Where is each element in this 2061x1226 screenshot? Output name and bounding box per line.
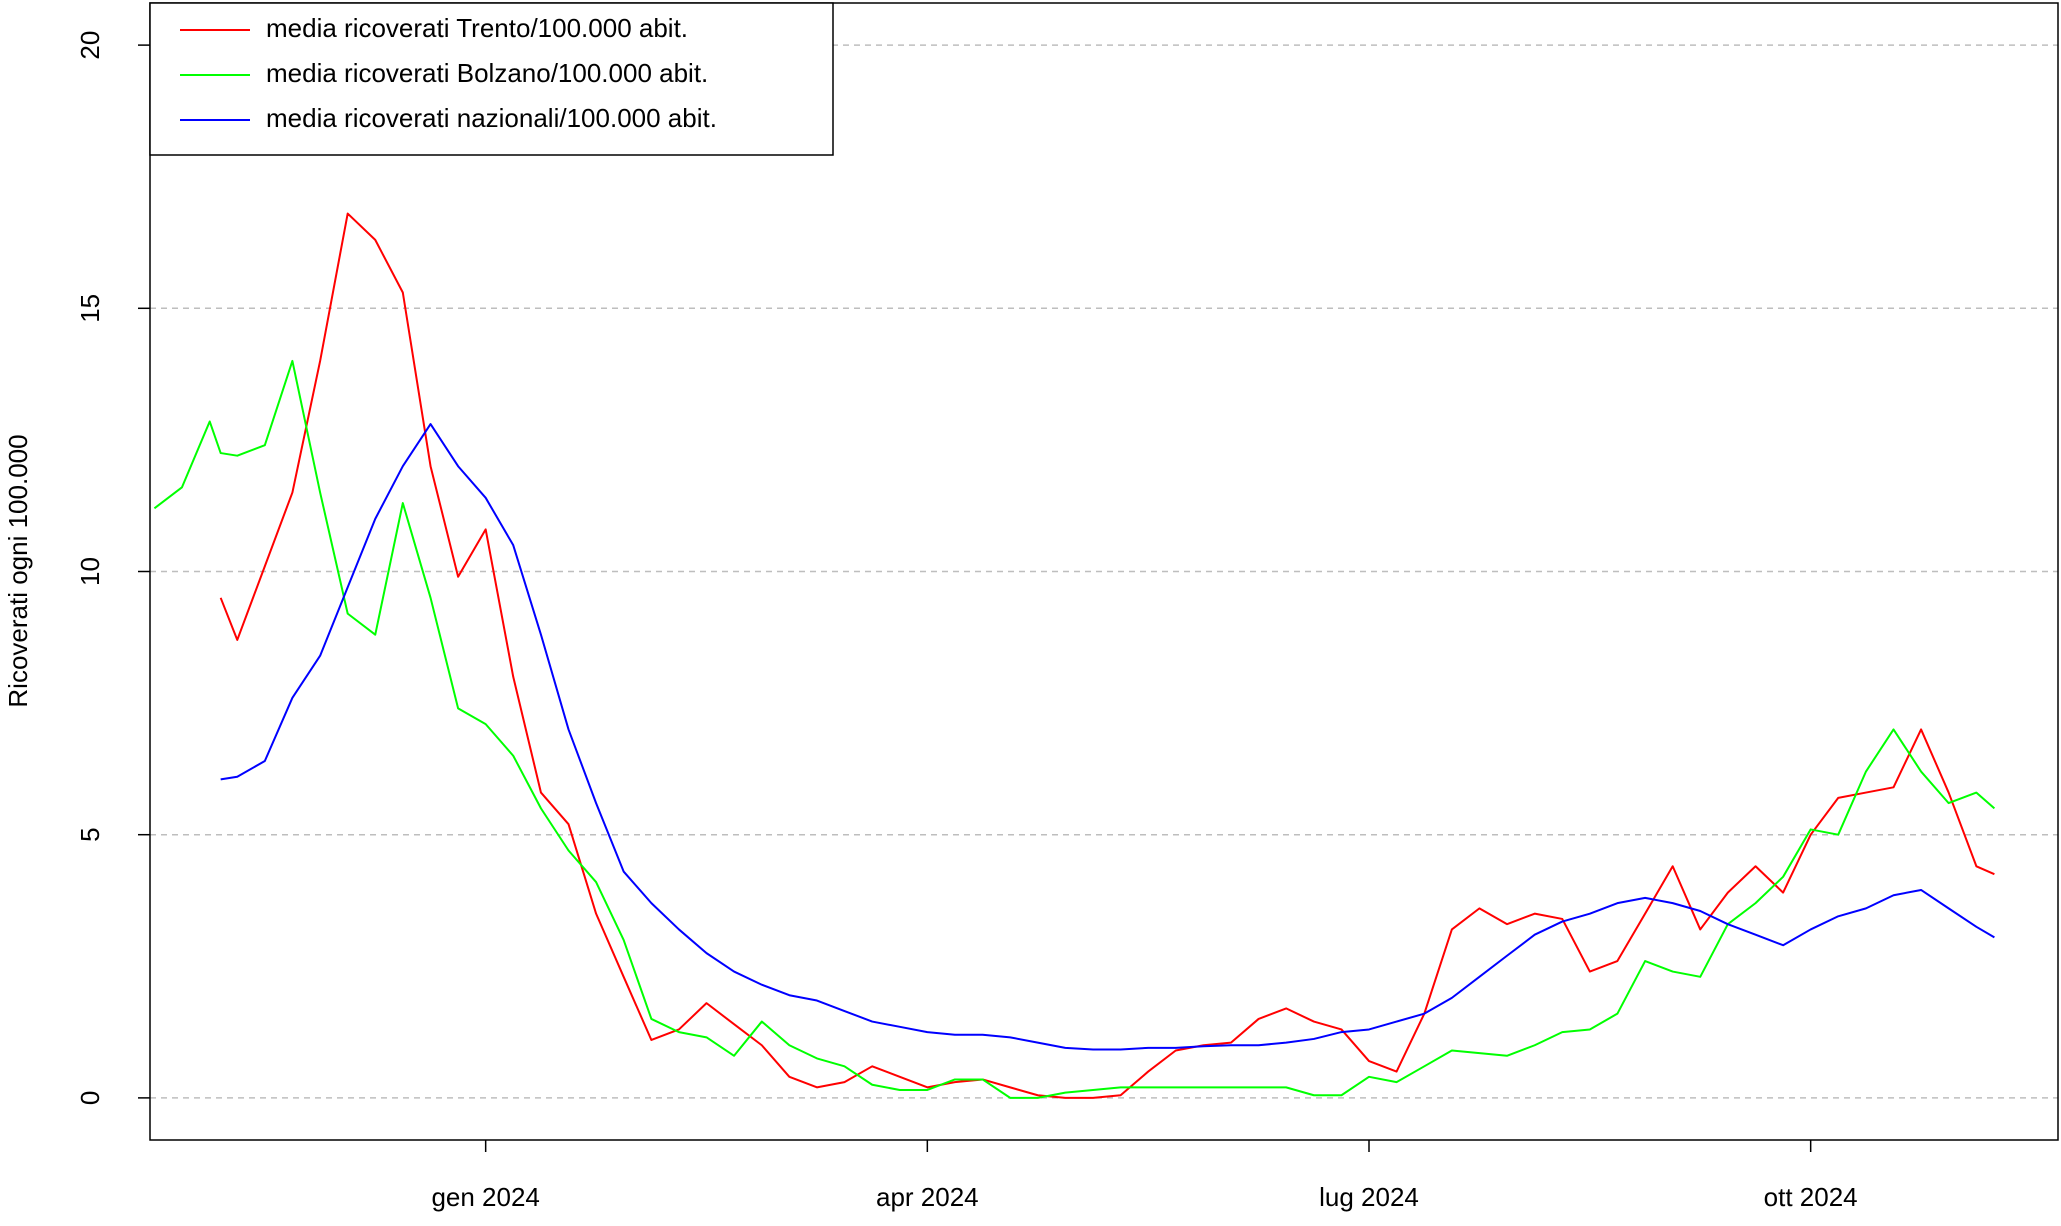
x-tick-label: ott 2024 xyxy=(1764,1182,1858,1212)
y-tick-label: 0 xyxy=(75,1091,105,1105)
x-tick-label: apr 2024 xyxy=(876,1182,979,1212)
y-axis-label: Ricoverati ogni 100.000 xyxy=(3,434,33,707)
plot-frame xyxy=(149,2,2059,1141)
y-tick-label: 15 xyxy=(75,294,105,323)
y-tick-label: 10 xyxy=(75,557,105,586)
series-line xyxy=(220,423,1995,1051)
legend-label: media ricoverati Bolzano/100.000 abit. xyxy=(266,58,708,88)
x-tick-label: lug 2024 xyxy=(1319,1182,1419,1212)
legend-box xyxy=(149,2,834,156)
y-tick-label: 20 xyxy=(75,31,105,60)
x-tick-label: gen 2024 xyxy=(431,1182,539,1212)
y-tick-label: 5 xyxy=(75,827,105,841)
legend-label: media ricoverati nazionali/100.000 abit. xyxy=(266,103,717,133)
series-line xyxy=(153,359,1996,1099)
legend: media ricoverati Trento/100.000 abit. med… xyxy=(149,2,834,156)
series-line xyxy=(219,212,1995,1099)
legend-label: media ricoverati Trento/100.000 abit. xyxy=(266,13,688,43)
